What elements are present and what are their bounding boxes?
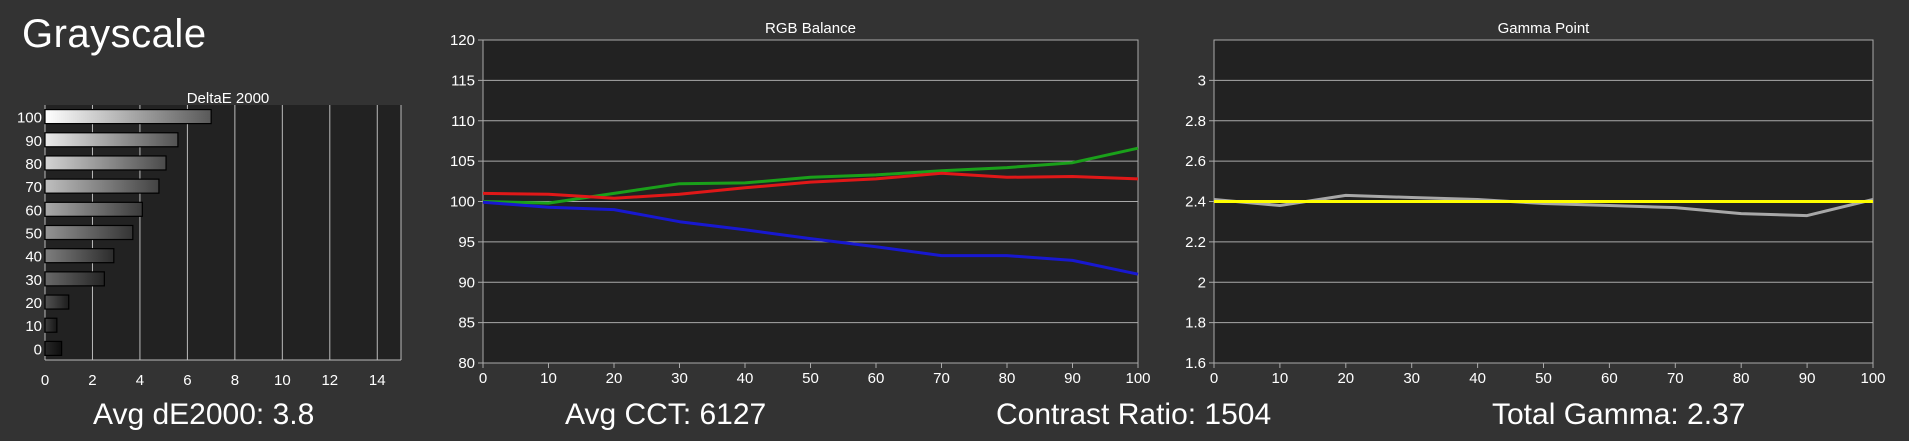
chart-title: Gamma Point [1498,20,1591,37]
y-tick-label: 95 [458,234,475,251]
y-tick-label: 20 [25,295,42,312]
x-tick-label: 30 [1403,370,1420,387]
chart-title: RGB Balance [765,20,856,37]
y-tick-label: 2.2 [1185,234,1206,251]
y-tick-label: 3 [1198,72,1206,89]
x-tick-label: 14 [369,372,386,389]
series-line [482,200,1139,276]
y-tick-label: 40 [25,249,42,266]
y-tick-label: 110 [451,113,475,130]
y-tick-label: 100 [450,194,475,211]
x-tick-label: 20 [606,370,623,387]
x-tick-label: 10 [540,370,557,387]
y-tick-label: 90 [458,274,475,291]
y-tick-label: 10 [25,318,42,335]
total-gamma-stat: Total Gamma: 2.37 [1492,398,1746,431]
y-tick-label: 70 [25,179,42,196]
x-tick-label: 100 [1125,370,1150,387]
x-tick-label: 80 [1733,370,1750,387]
y-tick-label: 2.8 [1185,113,1206,130]
x-tick-label: 50 [802,370,819,387]
y-tick-label: 80 [25,156,42,173]
deltae-bar [44,224,134,241]
x-tick-label: 0 [1210,370,1218,387]
x-tick-label: 20 [1337,370,1354,387]
deltae-bar [44,132,179,148]
deltae-bar [44,178,160,194]
y-tick-label: 100 [17,110,42,127]
x-tick-label: 70 [1667,370,1684,387]
y-tick-label: 1.6 [1185,355,1206,372]
x-tick-label: 10 [1272,370,1289,387]
contrast-ratio-stat: Contrast Ratio: 1504 [996,398,1272,431]
x-tick-label: 80 [999,370,1016,387]
y-tick-label: 1.8 [1185,315,1206,332]
x-tick-label: 40 [1469,370,1486,387]
y-tick-label: 115 [451,72,475,89]
x-tick-label: 2 [88,372,96,389]
x-tick-label: 0 [41,372,49,389]
x-tick-label: 70 [933,370,950,387]
x-tick-label: 100 [1860,370,1885,387]
deltae-bar [44,155,167,171]
x-tick-label: 0 [479,370,487,387]
x-tick-label: 90 [1064,370,1081,387]
y-tick-label: 50 [25,226,42,243]
x-tick-label: 10 [274,372,291,389]
y-tick-label: 2.6 [1185,153,1206,170]
x-tick-label: 60 [1601,370,1618,387]
y-tick-label: 120 [450,32,475,49]
x-tick-label: 90 [1799,370,1816,387]
deltae-bar [44,317,58,333]
x-tick-label: 40 [737,370,754,387]
x-tick-label: 30 [671,370,688,387]
x-tick-label: 6 [183,372,191,389]
x-tick-label: 8 [231,372,239,389]
chart-title: DeltaE 2000 [187,90,270,107]
y-tick-label: 2 [1198,274,1206,291]
x-tick-label: 50 [1535,370,1552,387]
y-tick-label: 0 [34,341,42,358]
avg-cct-stat: Avg CCT: 6127 [565,398,767,431]
y-tick-label: 30 [25,272,42,289]
y-tick-label: 60 [25,202,42,219]
deltae-bar [44,248,115,264]
page-title: Grayscale [22,12,207,56]
series-line [1213,193,1874,218]
deltae-bar [44,271,105,287]
avg-de-stat: Avg dE2000: 3.8 [93,398,315,431]
deltae-bar [44,340,63,357]
series-line [482,171,1139,200]
y-tick-label: 80 [458,355,475,372]
x-tick-label: 60 [868,370,885,387]
deltae-bar [44,108,212,125]
deltae-bar [44,201,143,217]
y-tick-label: 2.4 [1185,194,1206,211]
y-tick-label: 90 [25,133,42,150]
x-tick-label: 12 [321,372,338,389]
deltae-bar [44,294,70,310]
x-tick-label: 4 [136,372,144,389]
y-tick-label: 85 [458,315,475,332]
y-tick-label: 105 [450,153,475,170]
